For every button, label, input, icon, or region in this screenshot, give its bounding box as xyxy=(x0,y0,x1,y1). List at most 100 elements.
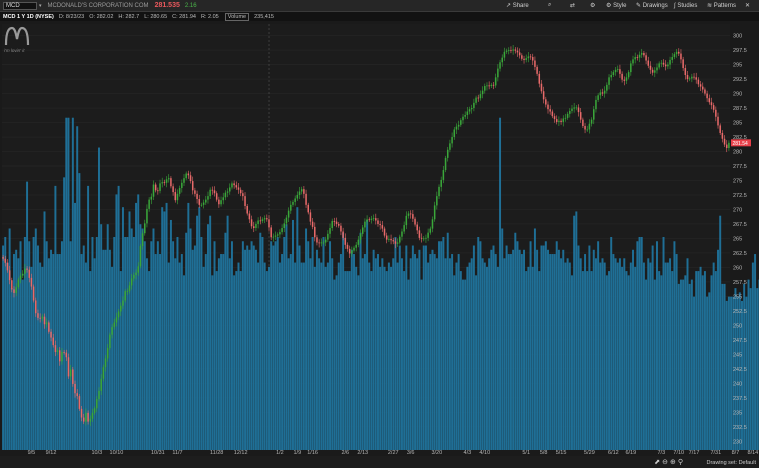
magnifier-icon[interactable]: ⚲ xyxy=(677,459,685,466)
y-tick-label: 287.5 xyxy=(733,106,747,112)
volume-bar xyxy=(17,258,20,450)
volume-bar xyxy=(257,262,260,450)
candle-body xyxy=(157,190,159,192)
candle-body xyxy=(691,76,693,79)
volume-bar xyxy=(368,262,371,450)
candle-body xyxy=(525,58,527,60)
share-button[interactable]: ↗ Share xyxy=(506,2,529,10)
volume-bar xyxy=(250,241,253,450)
candle-body xyxy=(181,182,183,189)
candle-body xyxy=(144,223,146,234)
volume-bar xyxy=(392,258,395,450)
patterns-button[interactable]: ≋ Patterns xyxy=(707,2,737,10)
volume-bar xyxy=(363,254,366,450)
candle-body xyxy=(202,202,205,205)
candle-body xyxy=(346,244,349,249)
zoom-out-icon[interactable]: ⊖ xyxy=(662,459,670,466)
volume-bar xyxy=(433,254,436,450)
candle-body xyxy=(82,417,85,422)
candle-body xyxy=(527,56,530,59)
drawings-button[interactable]: ✎ Drawings xyxy=(636,2,668,10)
volume-bar xyxy=(599,262,602,450)
volume-bar xyxy=(300,262,303,450)
volume-bar xyxy=(82,245,85,450)
candle-body xyxy=(614,69,617,73)
volume-bar xyxy=(167,262,170,450)
candle-body xyxy=(582,119,584,127)
volume-bar xyxy=(124,237,127,450)
y-tick-label: 270 xyxy=(733,207,742,213)
candle-body xyxy=(337,223,340,226)
volume-bar xyxy=(634,266,637,450)
y-tick-label: 230 xyxy=(733,439,742,445)
volume-bar xyxy=(34,228,37,450)
candle-body xyxy=(148,199,150,209)
volume-bar xyxy=(176,237,179,450)
candle-body xyxy=(106,347,109,359)
price-chart[interactable]: 230 232.5 235 237.5 240 242.5 245 247.5 250 252.5… xyxy=(0,21,759,455)
bar-open: O: 282.02 xyxy=(89,13,114,20)
volume-bar xyxy=(209,215,212,450)
volume-bar xyxy=(645,279,648,450)
volume-bar xyxy=(727,296,730,450)
candle-body xyxy=(497,68,499,78)
zoom-controls[interactable]: ⬈⊖⊕⚲ xyxy=(654,458,685,466)
candle-body xyxy=(154,184,157,191)
volume-bar xyxy=(566,258,569,450)
volume-bar xyxy=(156,241,159,450)
candle-body xyxy=(501,57,503,63)
volume-bar xyxy=(74,202,76,450)
volume-bar xyxy=(400,258,403,450)
volume-bar xyxy=(274,241,277,450)
candle-body xyxy=(534,60,536,67)
candle-body xyxy=(213,190,216,194)
candle-body xyxy=(185,173,187,179)
share-icon: ↗ xyxy=(506,3,512,9)
settings-button[interactable]: ⚙ xyxy=(590,0,595,11)
style-button[interactable]: ⚙ Style xyxy=(606,2,627,10)
volume-bar xyxy=(353,254,355,450)
candle-body xyxy=(654,70,656,73)
candle-body xyxy=(74,383,76,394)
volume-bar xyxy=(361,258,364,450)
candle-body xyxy=(342,231,344,238)
symbol-dropdown-icon[interactable]: ▾ xyxy=(39,2,42,9)
compare-button[interactable]: ⇄ xyxy=(570,0,575,11)
y-tick-label: 237.5 xyxy=(733,396,747,402)
volume-bar xyxy=(65,117,68,450)
cursor-icon[interactable]: ⬈ xyxy=(654,459,663,466)
zoom-button[interactable]: ⌕ xyxy=(548,0,551,11)
volume-bar xyxy=(551,254,554,450)
candle-body xyxy=(111,327,113,335)
y-tick-label: 232.5 xyxy=(733,425,747,431)
zoom-in-icon[interactable]: ⊕ xyxy=(669,459,678,466)
volume-bar xyxy=(379,266,382,450)
bar-low: L: 280.65 xyxy=(144,13,168,20)
candle-body xyxy=(368,219,371,221)
candle-body xyxy=(490,84,493,87)
volume-bar xyxy=(629,262,632,450)
candle-body xyxy=(440,179,442,187)
candle-body xyxy=(324,239,327,243)
candle-body xyxy=(728,142,730,149)
volume-bar xyxy=(263,262,266,450)
candle-body xyxy=(508,50,510,51)
volume-bar xyxy=(183,275,185,450)
candle-body xyxy=(494,77,497,86)
studies-button[interactable]: ∫ Studies xyxy=(674,2,698,9)
candle-body xyxy=(706,93,708,99)
x-tick-label: 1/9 xyxy=(294,450,302,455)
candle-body xyxy=(244,196,246,206)
symbol-input[interactable]: MCD xyxy=(3,1,37,10)
bottom-bar xyxy=(0,456,759,468)
candle-body xyxy=(721,132,724,139)
volume-bar xyxy=(547,249,549,450)
candle-body xyxy=(486,85,488,87)
close-button[interactable]: ✕ xyxy=(745,0,750,11)
volume-bar xyxy=(435,258,438,450)
volume-bar xyxy=(128,211,131,450)
x-tick-label: 7/17 xyxy=(689,450,700,455)
volume-bar xyxy=(346,271,349,450)
volume-bar xyxy=(318,258,321,450)
volume-bar xyxy=(632,249,634,450)
